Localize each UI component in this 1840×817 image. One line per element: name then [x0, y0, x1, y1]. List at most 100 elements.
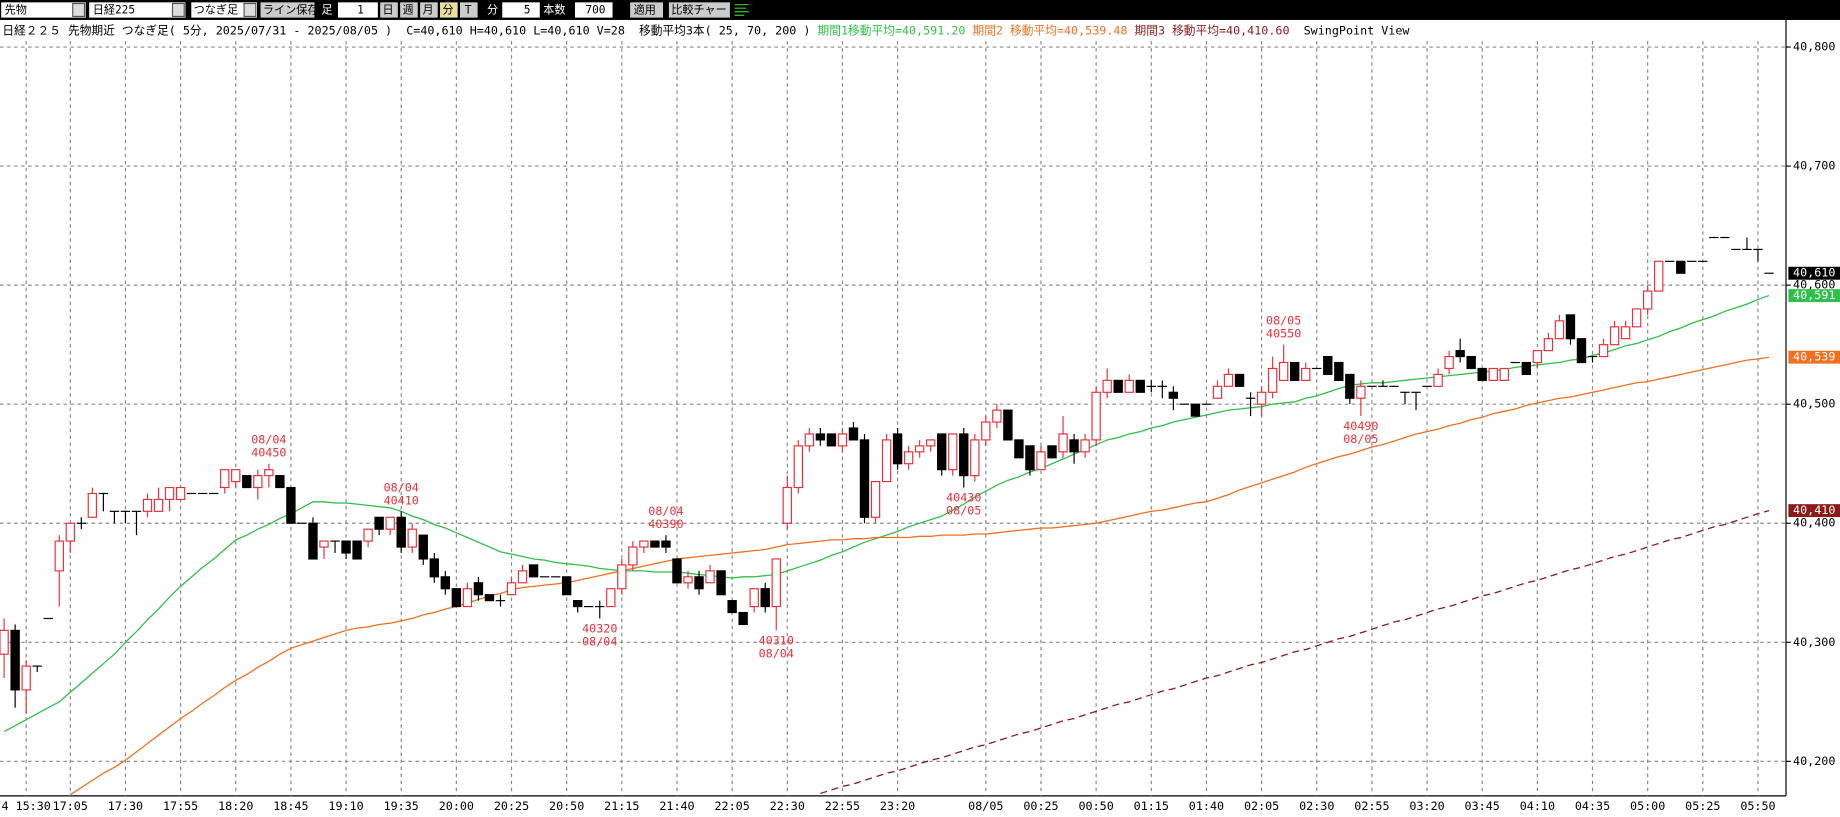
info: 日経２２５ 先物期近 つなぎ足( 5分, 2025/07/31 - 2025/0… — [2, 23, 817, 37]
candle-body — [661, 540, 671, 548]
candle-body — [683, 576, 693, 584]
candle-body — [1676, 260, 1686, 274]
interval-input[interactable] — [502, 2, 540, 18]
candle-body — [1576, 338, 1587, 364]
compare-text: 比較チャート — [671, 3, 738, 17]
candle-body — [859, 439, 870, 518]
apply-button[interactable] — [630, 2, 664, 18]
x-tick-label: 22:30 — [770, 799, 805, 813]
candle-body — [1642, 290, 1653, 310]
info-line: 日経２２５ 先物期近 つなぎ足( 5分, 2025/07/31 - 2025/0… — [2, 23, 1410, 37]
unit-label: 分 — [487, 4, 498, 17]
x-tick-label: 04:10 — [1520, 799, 1555, 813]
candle-body — [1278, 361, 1289, 381]
x-tick-label: 02:30 — [1299, 799, 1334, 813]
candle-body — [1080, 439, 1090, 453]
candle-body — [1323, 355, 1333, 376]
candle-body — [892, 433, 903, 465]
candle-body — [1212, 385, 1223, 399]
candle-body — [1267, 367, 1278, 393]
candle-body — [451, 588, 462, 608]
candle-body — [1631, 308, 1642, 328]
candle-body — [396, 516, 406, 548]
x-tick-label: 00:50 — [1079, 799, 1114, 813]
swing-price: 40490 — [1343, 419, 1378, 433]
save-button[interactable] — [260, 2, 315, 18]
y-tick-label: 40,400 — [1793, 516, 1835, 530]
candle-body — [1356, 385, 1366, 399]
period-button[interactable] — [380, 2, 398, 18]
price-box-label: 40,410 — [1793, 503, 1835, 517]
candle-body — [1554, 320, 1565, 340]
candle-body — [175, 486, 186, 501]
candle-body — [341, 540, 351, 554]
candle-body — [1521, 361, 1532, 376]
period-button[interactable] — [460, 2, 478, 18]
mode-select[interactable] — [191, 2, 257, 18]
legend-name: 期間2 — [973, 23, 1003, 37]
legend-name: 期間1 — [818, 23, 848, 37]
x-tick-label: 19:35 — [384, 799, 419, 813]
candle-body — [760, 588, 770, 608]
count-input[interactable] — [575, 2, 613, 18]
candle-body — [617, 564, 627, 590]
axis-bg — [1786, 36, 1840, 796]
compare-button[interactable] — [668, 2, 730, 18]
candle-body — [1620, 326, 1631, 340]
market-select[interactable] — [1, 2, 86, 18]
candle-body — [0, 629, 9, 655]
price-box-label: 40,591 — [1793, 288, 1835, 302]
dropdown-arrow[interactable] — [243, 2, 257, 18]
candle-body — [837, 433, 848, 447]
period-text: 日 — [383, 4, 394, 17]
candle-body — [1488, 367, 1498, 381]
candle-body — [374, 516, 384, 530]
period-text: 週 — [403, 4, 414, 17]
candle-body — [286, 486, 296, 524]
candle-body — [1609, 326, 1620, 346]
dropdown-arrow[interactable] — [171, 2, 185, 18]
candle-body — [153, 498, 164, 512]
swing-price: 40450 — [251, 446, 286, 460]
save-text: ライン保存 — [263, 3, 319, 17]
candle-body — [1301, 367, 1311, 381]
candle-body — [1124, 379, 1134, 393]
candle-body — [815, 433, 826, 441]
candle-body — [1234, 373, 1245, 387]
x-tick-label: 20:00 — [439, 799, 474, 813]
x-tick-label: 22:55 — [825, 799, 860, 813]
period-text: 月 — [422, 4, 433, 17]
swing-date: 08/04 — [582, 634, 617, 648]
candle-body — [738, 611, 748, 626]
candle-body — [10, 629, 20, 691]
index-select[interactable] — [89, 2, 186, 18]
candle-body — [517, 570, 528, 584]
candle-body — [826, 433, 837, 447]
swing-price: 40410 — [384, 493, 419, 507]
icon — [734, 4, 749, 16]
period-button[interactable] — [400, 2, 418, 18]
y-tick-label: 40,300 — [1793, 635, 1835, 649]
dropdown-arrow[interactable] — [72, 2, 86, 18]
swing-price: 40310 — [759, 633, 794, 647]
candle-body — [992, 409, 1002, 423]
candle-body — [650, 540, 660, 548]
x-tick-label: 4 15:30 — [1, 799, 50, 813]
count-label: 本数 — [543, 3, 565, 17]
candle-body — [1058, 433, 1068, 453]
period-button[interactable] — [420, 2, 438, 18]
candle-body — [242, 475, 252, 489]
ashi-input[interactable] — [337, 2, 378, 18]
x-tick-label: 02:05 — [1244, 799, 1279, 813]
candle-body — [1014, 439, 1024, 459]
candle-body — [1499, 367, 1509, 381]
candle-body — [970, 439, 980, 477]
y-tick-label: 40,500 — [1793, 397, 1835, 411]
period-button[interactable] — [440, 2, 458, 18]
candle-body — [275, 475, 285, 489]
candle-body — [1334, 361, 1344, 381]
candle-body — [473, 582, 484, 596]
swing-date: 08/04 — [759, 646, 794, 660]
x-tick-label: 17:05 — [53, 799, 88, 813]
candle-body — [903, 451, 914, 465]
